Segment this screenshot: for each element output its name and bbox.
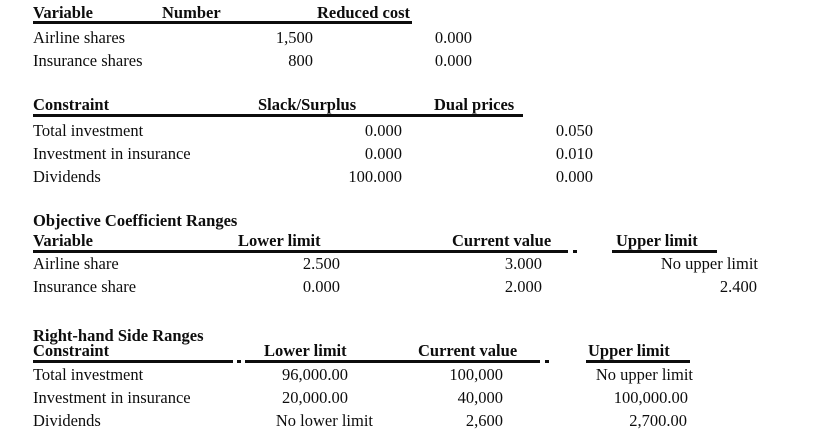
rule-tick [545,360,549,363]
constraint-name: Total investment [33,365,144,384]
rule-tick [237,360,241,363]
column-header-constraint: Constraint [33,341,110,360]
number-value: 800 [288,51,313,70]
column-header-dual-prices: Dual prices [434,95,515,114]
reduced-cost-value: 0.000 [434,28,472,47]
constraint-name: Investment in insurance [33,388,191,407]
lower-limit-value: No lower limit [275,411,373,430]
variable-name: Insurance shares [33,51,143,70]
current-value-value: 2.000 [504,277,542,296]
lower-limit-value: 0.000 [302,277,340,296]
dual-price-value: 0.010 [555,144,593,163]
upper-limit-value: 100,000.00 [613,388,688,407]
current-value-value: 40,000 [457,388,503,407]
column-header-upper-limit: Upper limit [616,231,698,250]
slack-surplus-value: 0.000 [364,121,402,140]
upper-limit-value: No upper limit [595,365,693,384]
header-rule [245,360,540,363]
column-header-lower-limit: Lower limit [238,231,321,250]
column-header-current-value: Current value [418,341,518,360]
header-rule [612,250,717,253]
current-value-value: 100,000 [449,365,503,384]
lower-limit-value: 96,000.00 [282,365,348,384]
column-header-variable: Variable [33,3,93,22]
reduced-cost-value: 0.000 [434,51,472,70]
upper-limit-value: No upper limit [660,254,758,273]
number-value: 1,500 [275,28,313,47]
constraint-name: Investment in insurance [33,144,191,163]
column-header-reduced-cost: Reduced cost [316,3,410,22]
section-title: Right-hand Side Ranges [33,326,204,345]
header-rule [33,114,523,117]
lower-limit-value: 2.500 [302,254,340,273]
header-rule [33,21,412,24]
header-rule [33,250,568,253]
constraint-name: Total investment [33,121,144,140]
current-value-value: 2,600 [465,411,503,430]
slack-surplus-value: 0.000 [364,144,402,163]
section-title: Objective Coefficient Ranges [33,211,238,230]
constraint-name: Dividends [33,167,101,186]
column-header-number: Number [162,3,221,22]
header-rule [33,360,233,363]
slack-surplus-value: 100.000 [348,167,402,186]
dual-price-value: 0.000 [555,167,593,186]
column-header-slack-surplus: Slack/Surplus [258,95,357,114]
rule-tick [573,250,577,253]
lower-limit-value: 20,000.00 [282,388,348,407]
column-header-variable: Variable [33,231,93,250]
upper-limit-value: 2.400 [719,277,757,296]
column-header-lower-limit: Lower limit [264,341,347,360]
column-header-current-value: Current value [452,231,552,250]
constraint-name: Dividends [33,411,101,430]
column-header-upper-limit: Upper limit [588,341,670,360]
variable-name: Insurance share [33,277,137,296]
header-rule [586,360,690,363]
variable-name: Airline share [33,254,119,273]
dual-price-value: 0.050 [555,121,593,140]
column-header-constraint: Constraint [33,95,110,114]
upper-limit-value: 2,700.00 [629,411,687,430]
current-value-value: 3.000 [504,254,542,273]
variable-name: Airline shares [33,28,126,47]
